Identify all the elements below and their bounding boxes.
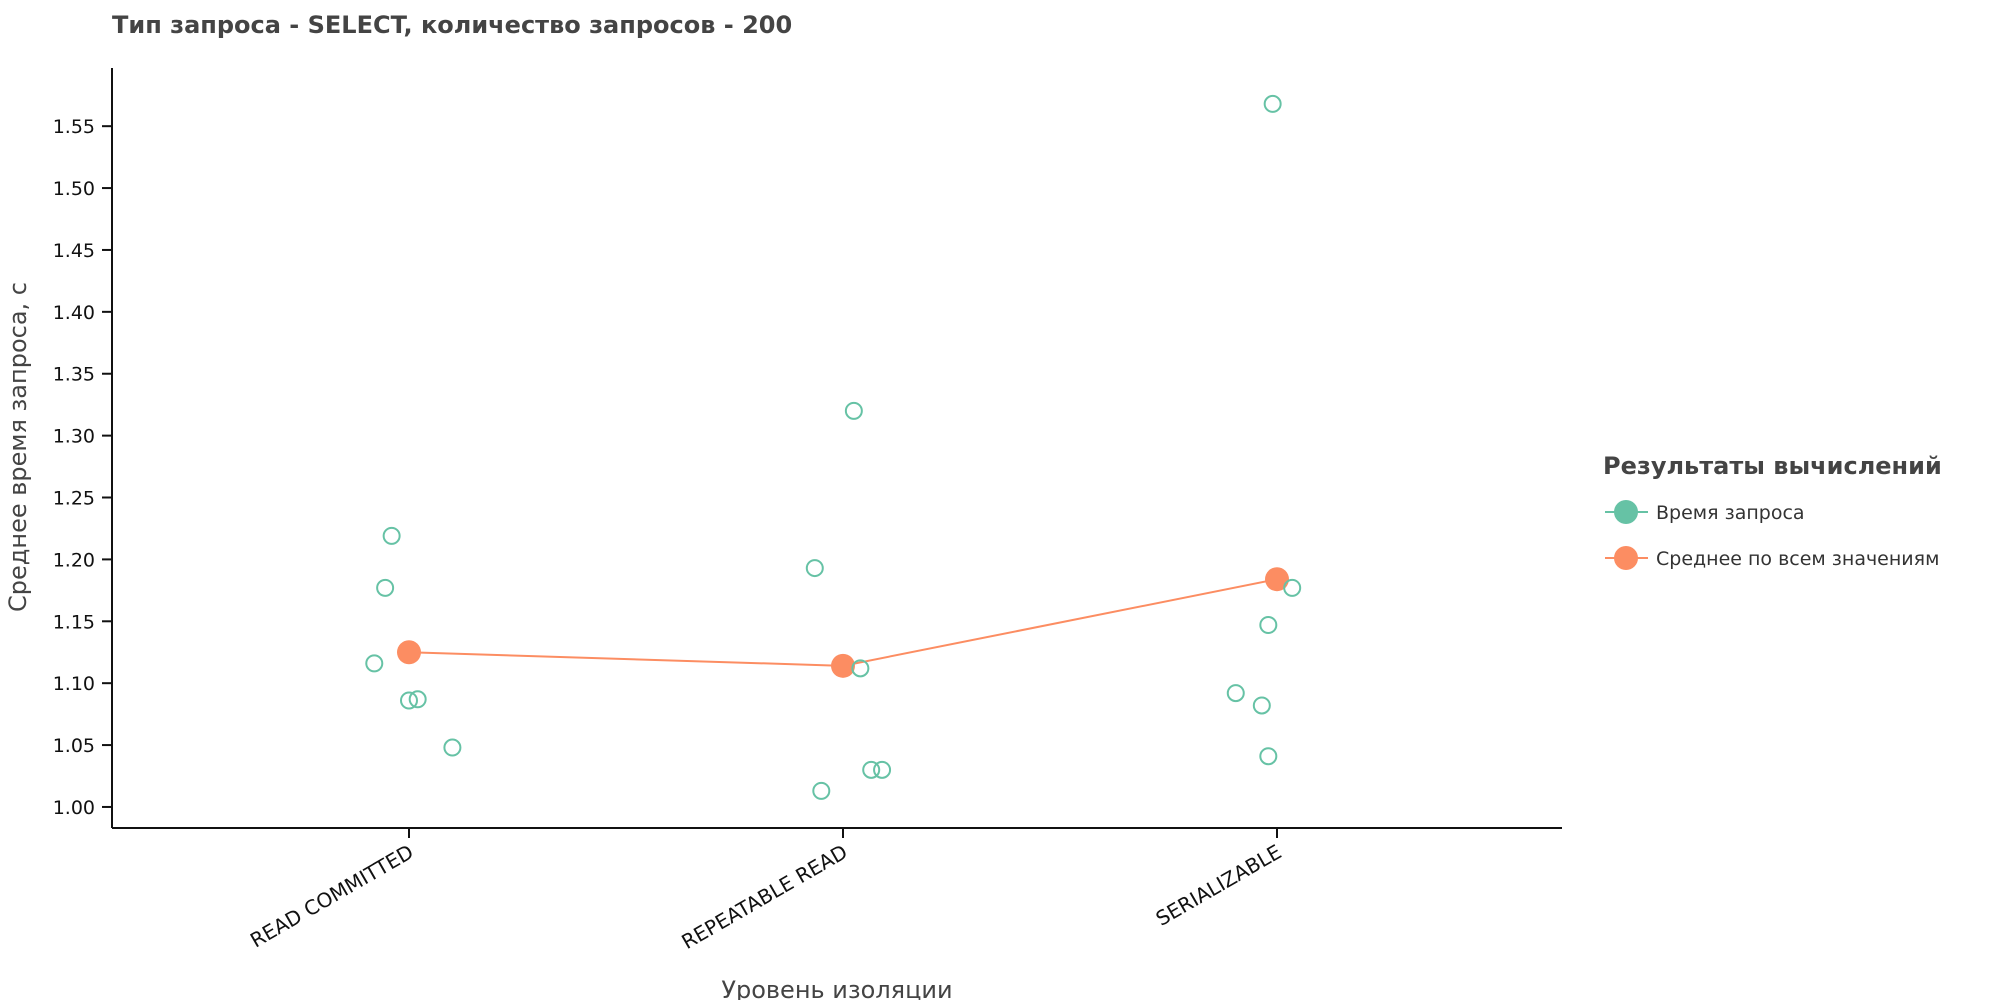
query-time-point (844, 401, 863, 420)
y-tick-label: 1.15 (53, 611, 95, 633)
x-ticks: READ COMMITTED REPEATABLE READ SERIALIZABL… (246, 828, 1286, 954)
legend-label-query-time: Время запроса (1656, 502, 1805, 524)
query-time-point (365, 654, 384, 673)
y-tick-label: 1.20 (53, 549, 95, 571)
y-tick-label: 1.00 (53, 797, 95, 819)
mean-point (397, 640, 421, 665)
y-tick-label: 1.40 (53, 302, 95, 324)
query-time-point (851, 659, 870, 678)
x-tick-label: SERIALIZABLE (1152, 840, 1286, 931)
y-tick-label: 1.45 (53, 240, 95, 262)
query-time-point (1252, 696, 1271, 715)
y-tick-label: 1.05 (53, 735, 95, 757)
plot-area: 1.00 1.05 1.10 1.15 1.20 1.25 1.30 1.35 1.40 1.45… (53, 68, 1562, 954)
y-axis-label: Среднее время запроса, с (4, 282, 32, 612)
legend-title: Результаты вычислений (1603, 452, 1942, 480)
legend: Результаты вычислений Время запроса Сред… (1603, 452, 1942, 570)
query-time-point (1263, 94, 1282, 113)
mean-line (408, 578, 1278, 667)
query-time-point (408, 690, 427, 709)
query-time-point (1226, 684, 1245, 703)
mean-point (1265, 567, 1289, 592)
chart-title: Тип запроса - SELECT, количество запросо… (112, 11, 792, 39)
query-time-point (400, 691, 418, 710)
y-tick-label: 1.50 (53, 178, 95, 200)
points-layer (365, 94, 1302, 800)
y-tick-label: 1.10 (53, 673, 95, 695)
x-axis-label: Уровень изоляции (721, 976, 952, 1000)
query-time-point (873, 760, 892, 779)
query-time-point (382, 526, 401, 545)
query-time-point (1283, 578, 1302, 597)
query-time-point (376, 578, 395, 597)
query-time-point (443, 738, 462, 757)
x-tick-label: READ COMMITTED (246, 840, 418, 953)
legend-dot-icon (1614, 500, 1638, 524)
query-time-point (805, 559, 824, 578)
mean-point (831, 653, 855, 678)
query-time-point (862, 760, 881, 779)
legend-label-mean: Среднее по всем значениям (1656, 548, 1939, 570)
query-time-point (812, 781, 831, 800)
legend-dot-icon (1614, 546, 1638, 570)
legend-item-mean: Среднее по всем значениям (1605, 546, 1939, 570)
legend-item-query-time: Время запроса (1605, 500, 1805, 524)
query-time-point (1259, 747, 1278, 766)
y-tick-label: 1.30 (53, 426, 95, 448)
query-time-point (1259, 616, 1278, 635)
y-tick-label: 1.35 (53, 364, 95, 386)
y-tick-label: 1.25 (53, 488, 95, 510)
x-tick-label: REPEATABLE READ (677, 840, 851, 954)
mean-line-layer (397, 567, 1289, 678)
y-tick-label: 1.55 (53, 116, 95, 138)
y-ticks: 1.00 1.05 1.10 1.15 1.20 1.25 1.30 1.35 1.40 1.45… (53, 116, 112, 819)
